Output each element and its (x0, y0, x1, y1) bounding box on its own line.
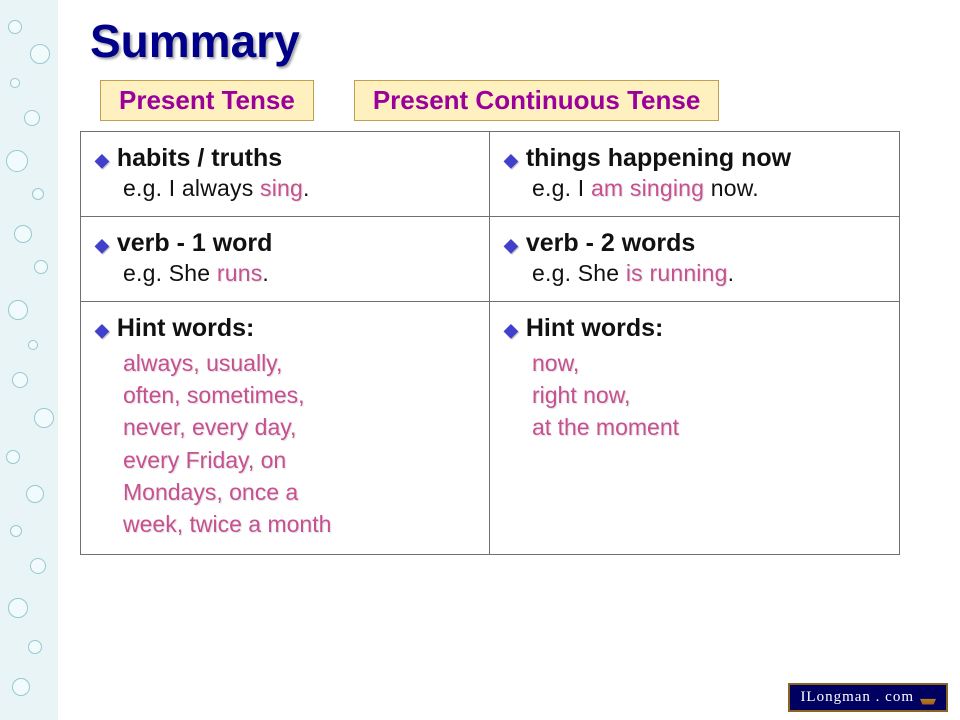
table-row: ◆ habits / truths e.g. I always sing. ◆ th… (81, 132, 899, 217)
bubble-decoration (8, 20, 22, 34)
table-row: ◆ Hint words: always, usually,often, some… (81, 302, 899, 554)
bullet-icon: ◆ (95, 150, 109, 171)
cell-habits: ◆ habits / truths e.g. I always sing. (81, 132, 490, 216)
cell-hint-words-right: ◆ Hint words: now,right now,at the moment (490, 302, 899, 554)
bubble-decoration (10, 78, 20, 88)
point-text: things happening now (526, 144, 791, 173)
bubble-decoration (30, 558, 46, 574)
bubble-decoration (32, 188, 44, 200)
cell-happening-now: ◆ things happening now e.g. I am singing … (490, 132, 899, 216)
hint-words-list-left: always, usually,often, sometimes,never, … (123, 347, 475, 540)
point-text: verb - 1 word (117, 229, 273, 258)
hint-words-list-right: now,right now,at the moment (532, 347, 885, 444)
cell-verb-1word: ◆ verb - 1 word e.g. She runs. (81, 217, 490, 301)
bullet-icon: ◆ (504, 320, 518, 341)
example-text: e.g. I always sing. (123, 175, 475, 202)
example-text: e.g. She is running. (532, 260, 885, 287)
ilongman-logo: ILongman . com (788, 683, 948, 712)
bullet-icon: ◆ (504, 150, 518, 171)
bubble-decoration (6, 150, 28, 172)
bubble-decoration (12, 678, 30, 696)
slide-content: Summary Present Tense Present Continuous… (80, 14, 920, 555)
column-headers: Present Tense Present Continuous Tense (100, 80, 920, 121)
bubble-decoration (14, 225, 32, 243)
bubble-decoration (12, 372, 28, 388)
cell-verb-2words: ◆ verb - 2 words e.g. She is running. (490, 217, 899, 301)
bubble-decoration (24, 110, 40, 126)
bubble-decoration (26, 485, 44, 503)
bubble-decoration (28, 640, 42, 654)
example-text: e.g. I am singing now. (532, 175, 885, 202)
bubble-decoration (34, 260, 48, 274)
header-present-tense: Present Tense (100, 80, 314, 121)
bubble-decoration (8, 300, 28, 320)
bullet-icon: ◆ (95, 320, 109, 341)
hint-label: Hint words: (526, 314, 664, 343)
comparison-table: ◆ habits / truths e.g. I always sing. ◆ th… (80, 131, 900, 555)
bubble-decoration (8, 598, 28, 618)
example-text: e.g. She runs. (123, 260, 475, 287)
bubble-decoration (10, 525, 22, 537)
slide-title: Summary (90, 14, 920, 68)
point-text: verb - 2 words (526, 229, 696, 258)
bullet-icon: ◆ (504, 235, 518, 256)
cell-hint-words-left: ◆ Hint words: always, usually,often, some… (81, 302, 490, 554)
header-present-continuous: Present Continuous Tense (354, 80, 719, 121)
ship-icon (920, 691, 936, 705)
table-row: ◆ verb - 1 word e.g. She runs. ◆ verb - 2 … (81, 217, 899, 302)
logo-text: ILongman . com (800, 689, 914, 706)
bubble-decoration (34, 408, 54, 428)
point-text: habits / truths (117, 144, 282, 173)
decorative-bubble-strip (0, 0, 58, 720)
hint-label: Hint words: (117, 314, 255, 343)
bubble-decoration (28, 340, 38, 350)
bullet-icon: ◆ (95, 235, 109, 256)
bubble-decoration (6, 450, 20, 464)
bubble-decoration (30, 44, 50, 64)
